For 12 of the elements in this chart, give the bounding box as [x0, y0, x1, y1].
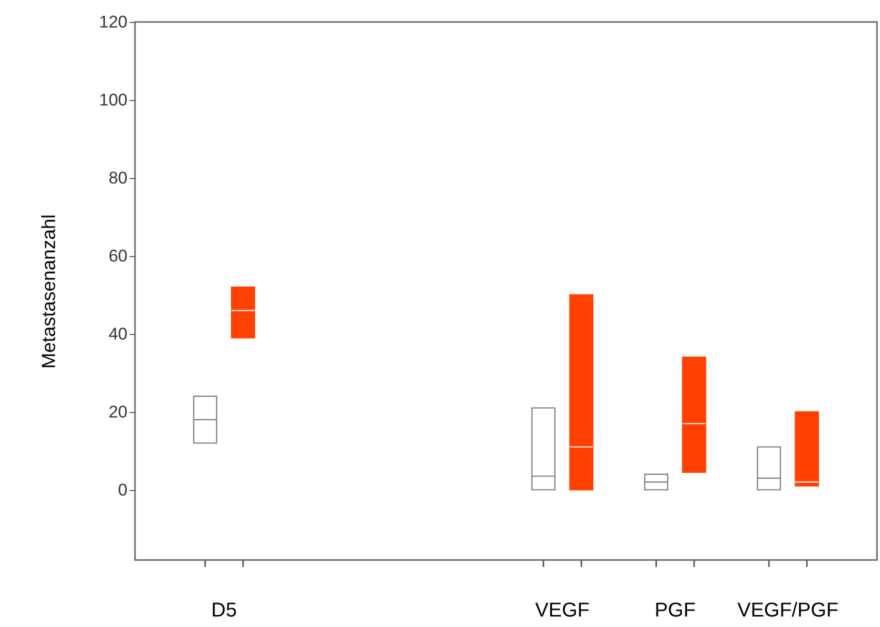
x-tick-label: D5	[211, 600, 237, 622]
y-tick-label: 100	[99, 90, 128, 110]
x-tick-label: VEGF/PGF	[737, 600, 838, 622]
x-tick-label: VEGF	[535, 600, 590, 622]
y-tick-label: 120	[99, 12, 128, 32]
y-axis-title: Metastasenanzahl	[39, 214, 60, 369]
y-tick-label: 0	[118, 480, 128, 500]
y-tick-label: 60	[108, 246, 128, 266]
y-tick-label: 40	[108, 324, 128, 344]
y-tick-label: 80	[108, 168, 128, 188]
x-tick-label: PGF	[654, 600, 696, 622]
y-tick-label: 20	[108, 402, 128, 422]
